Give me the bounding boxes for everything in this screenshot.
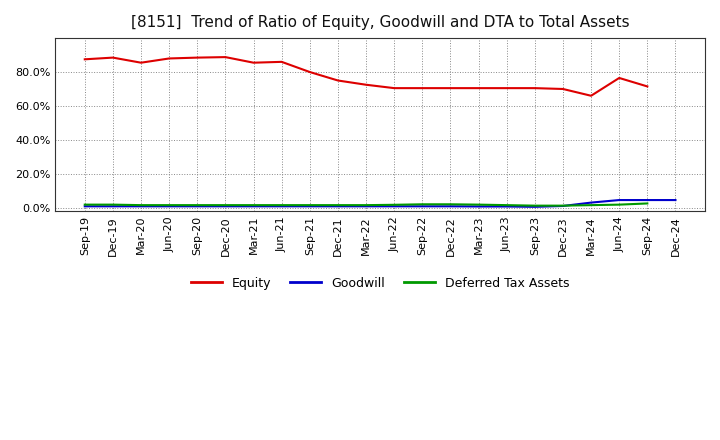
Goodwill <box>277 204 286 209</box>
Goodwill <box>221 204 230 209</box>
Deferred Tax Assets <box>221 202 230 208</box>
Deferred Tax Assets <box>390 202 398 207</box>
Equity <box>446 85 455 91</box>
Deferred Tax Assets <box>503 202 511 208</box>
Goodwill <box>109 204 117 209</box>
Equity <box>137 60 145 65</box>
Equity <box>559 86 567 92</box>
Equity <box>165 56 174 61</box>
Title: [8151]  Trend of Ratio of Equity, Goodwill and DTA to Total Assets: [8151] Trend of Ratio of Equity, Goodwil… <box>131 15 629 30</box>
Goodwill <box>137 204 145 209</box>
Deferred Tax Assets <box>559 203 567 208</box>
Equity <box>333 78 342 83</box>
Equity <box>249 60 258 65</box>
Deferred Tax Assets <box>333 202 342 208</box>
Deferred Tax Assets <box>615 202 624 207</box>
Goodwill <box>474 204 483 209</box>
Goodwill <box>559 203 567 209</box>
Deferred Tax Assets <box>361 202 370 208</box>
Goodwill <box>418 204 427 209</box>
Equity <box>277 59 286 65</box>
Deferred Tax Assets <box>249 202 258 208</box>
Deferred Tax Assets <box>587 202 595 208</box>
Equity <box>503 85 511 91</box>
Goodwill <box>643 198 652 203</box>
Deferred Tax Assets <box>643 201 652 206</box>
Goodwill <box>531 204 539 209</box>
Equity <box>109 55 117 60</box>
Goodwill <box>193 204 202 209</box>
Deferred Tax Assets <box>165 202 174 208</box>
Deferred Tax Assets <box>137 202 145 208</box>
Goodwill <box>587 200 595 205</box>
Equity <box>193 55 202 60</box>
Goodwill <box>333 204 342 209</box>
Line: Deferred Tax Assets: Deferred Tax Assets <box>85 203 647 205</box>
Equity <box>474 85 483 91</box>
Goodwill <box>249 204 258 209</box>
Goodwill <box>615 198 624 203</box>
Goodwill <box>165 204 174 209</box>
Goodwill <box>503 204 511 209</box>
Deferred Tax Assets <box>193 202 202 208</box>
Equity <box>81 57 89 62</box>
Equity <box>643 84 652 89</box>
Equity <box>587 93 595 99</box>
Line: Equity: Equity <box>85 57 647 96</box>
Deferred Tax Assets <box>446 202 455 207</box>
Goodwill <box>361 204 370 209</box>
Deferred Tax Assets <box>418 202 427 207</box>
Line: Goodwill: Goodwill <box>85 200 675 207</box>
Equity <box>305 70 314 75</box>
Deferred Tax Assets <box>531 203 539 208</box>
Equity <box>361 82 370 88</box>
Goodwill <box>81 204 89 209</box>
Equity <box>531 85 539 91</box>
Equity <box>418 85 427 91</box>
Equity <box>390 85 398 91</box>
Goodwill <box>446 204 455 209</box>
Goodwill <box>390 204 398 209</box>
Goodwill <box>305 204 314 209</box>
Deferred Tax Assets <box>474 202 483 207</box>
Deferred Tax Assets <box>109 202 117 207</box>
Equity <box>221 55 230 60</box>
Deferred Tax Assets <box>305 202 314 208</box>
Equity <box>615 75 624 81</box>
Deferred Tax Assets <box>81 202 89 207</box>
Goodwill <box>671 198 680 203</box>
Deferred Tax Assets <box>277 202 286 208</box>
Legend: Equity, Goodwill, Deferred Tax Assets: Equity, Goodwill, Deferred Tax Assets <box>186 272 575 295</box>
